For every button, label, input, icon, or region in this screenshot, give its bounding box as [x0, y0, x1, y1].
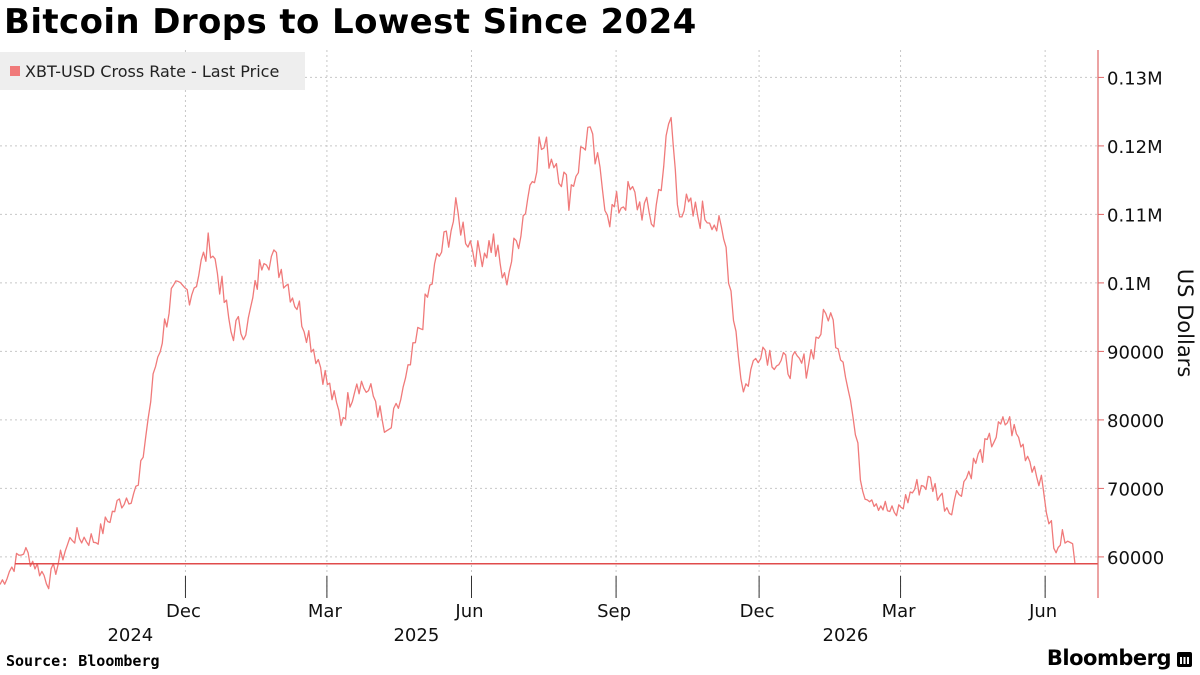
x-axis: Dec 2024 Mar Jun 2025 Sep Dec Mar 2026 Jun — [107, 576, 1057, 646]
x-year-label: 2024 — [107, 625, 153, 646]
x-tick-label: Sep — [597, 601, 631, 622]
legend: XBT-USD Cross Rate - Last Price — [0, 52, 305, 90]
x-tick-label: Jun — [454, 601, 483, 622]
source-note: Source: Bloomberg — [6, 652, 160, 670]
legend-label: XBT-USD Cross Rate - Last Price — [25, 61, 280, 81]
price-series — [0, 116, 1076, 590]
y-axis: 60000 70000 80000 90000 0.1M 0.11M 0.12M 0.13M — [1097, 50, 1164, 598]
x-year-label: 2026 — [823, 625, 869, 646]
y-tick-label: 0.12M — [1107, 137, 1163, 158]
x-tick-label: Jun — [1028, 601, 1057, 622]
y-tick-label: 90000 — [1107, 342, 1164, 363]
chart-title: Bitcoin Drops to Lowest Since 2024 — [4, 2, 697, 42]
x-tick-label: Dec — [166, 601, 201, 622]
y-tick-label: 80000 — [1107, 411, 1164, 432]
y-axis-label: US Dollars — [1173, 269, 1197, 378]
x-year-label: 2025 — [393, 625, 439, 646]
x-tick-label: Dec — [740, 601, 775, 622]
y-tick-label: 60000 — [1107, 548, 1164, 569]
y-tick-label: 0.13M — [1107, 68, 1163, 89]
x-tick-label: Mar — [882, 601, 917, 622]
price-line — [0, 116, 1076, 590]
logo-text: Bloomberg — [1046, 646, 1172, 670]
y-tick-label: 0.11M — [1107, 205, 1163, 226]
bloomberg-logo: Bloomberg — [1047, 646, 1192, 670]
bloomberg-terminal-icon — [1177, 651, 1192, 667]
y-tick-label: 0.1M — [1107, 274, 1151, 295]
y-tick-label: 70000 — [1107, 479, 1164, 500]
x-tick-label: Mar — [308, 601, 343, 622]
legend-swatch — [10, 66, 20, 76]
